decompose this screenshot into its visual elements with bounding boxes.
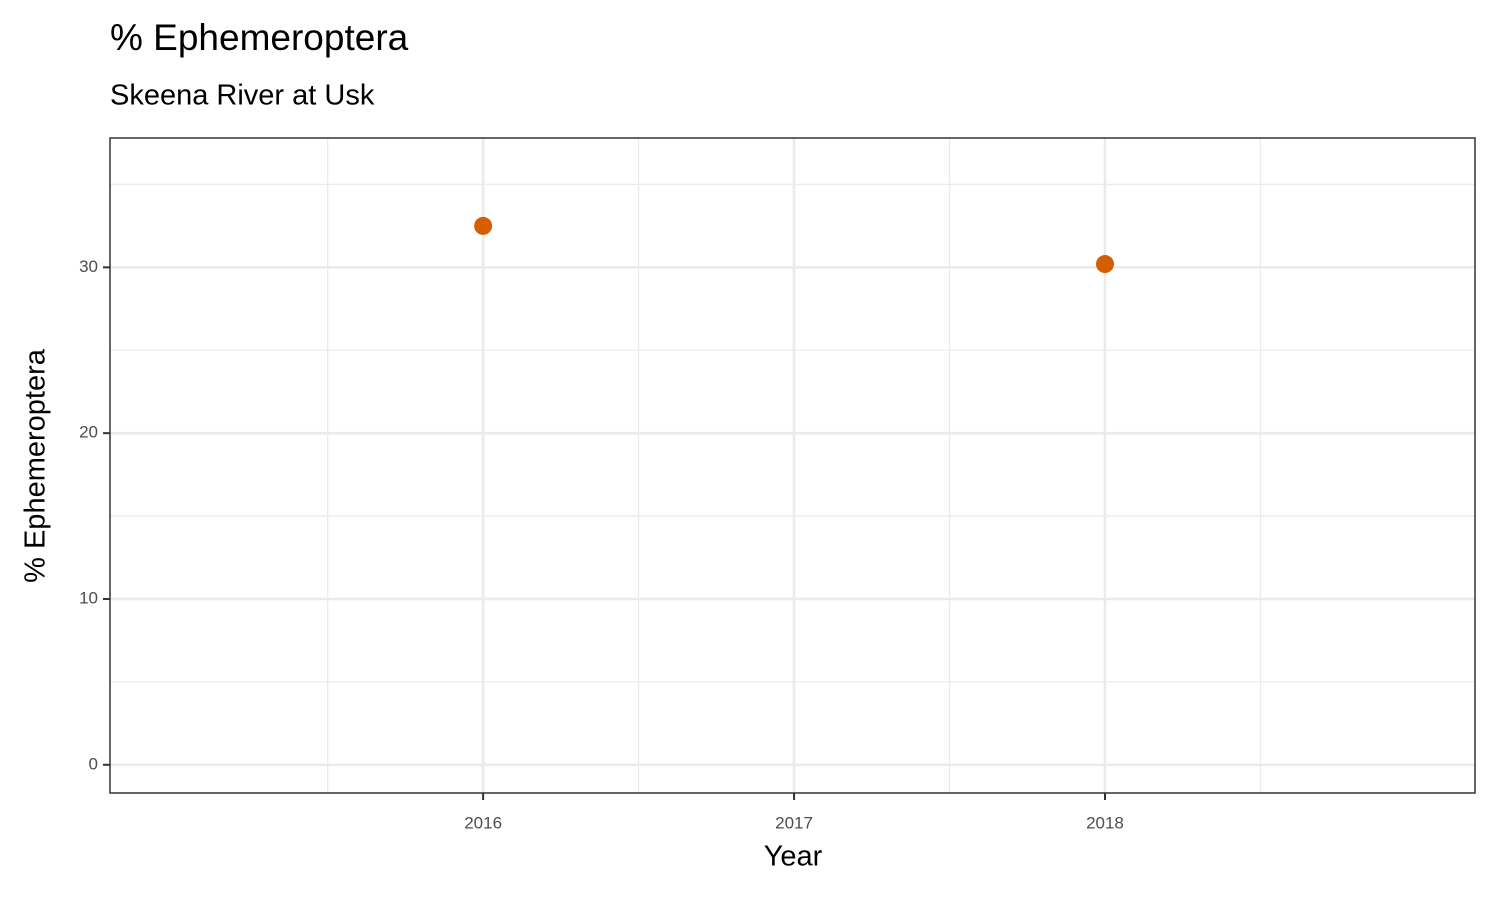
point	[1095, 255, 1114, 274]
x-axis-label: Year	[764, 841, 823, 873]
x-tick-label: 2016	[464, 813, 502, 832]
chart-subtitle: Skeena River at Usk	[110, 80, 375, 112]
x-tick-label: 2018	[1086, 813, 1124, 832]
x-tick-label: 2017	[775, 813, 813, 832]
y-axis-label: % Ephemeroptera	[20, 348, 52, 583]
y-tick-label: 30	[79, 257, 98, 276]
y-tick-label: 0	[89, 754, 98, 773]
panel-border	[109, 137, 1476, 794]
y-tick-label: 10	[79, 588, 98, 607]
point	[474, 216, 493, 235]
y-tick-label: 20	[79, 423, 98, 442]
chart-title: % Ephemeroptera	[110, 17, 409, 58]
